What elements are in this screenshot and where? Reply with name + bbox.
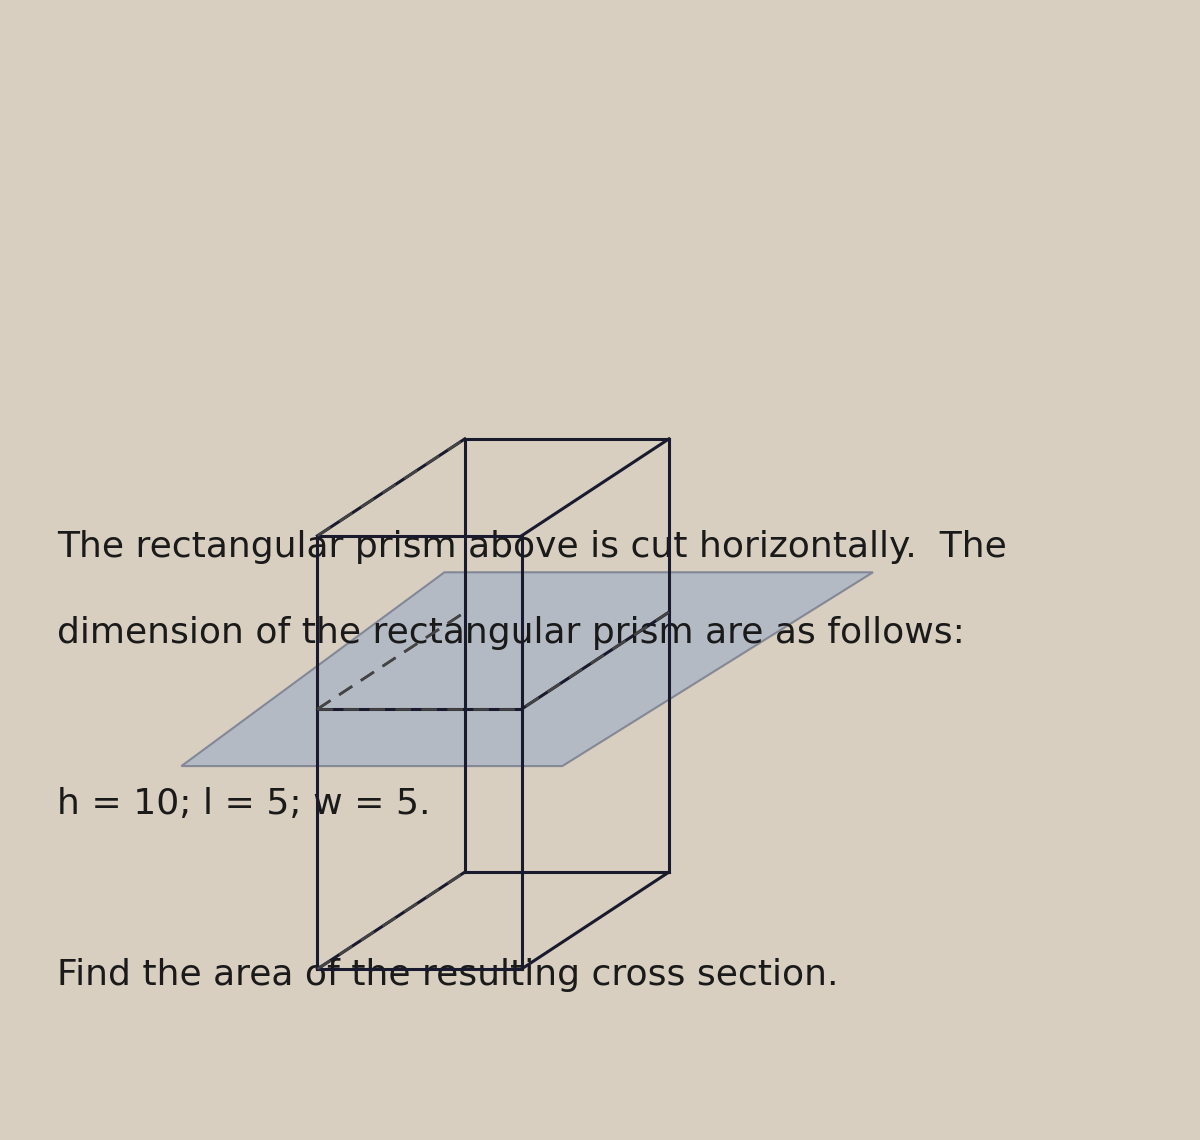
Text: h = 10; l = 5; w = 5.: h = 10; l = 5; w = 5.: [56, 787, 430, 821]
Text: dimension of the rectangular prism are as follows:: dimension of the rectangular prism are a…: [56, 616, 965, 650]
Text: Find the area of the resulting cross section.: Find the area of the resulting cross sec…: [56, 958, 838, 992]
Polygon shape: [181, 572, 872, 766]
Text: The rectangular prism above is cut horizontally.  The: The rectangular prism above is cut horiz…: [56, 530, 1007, 564]
